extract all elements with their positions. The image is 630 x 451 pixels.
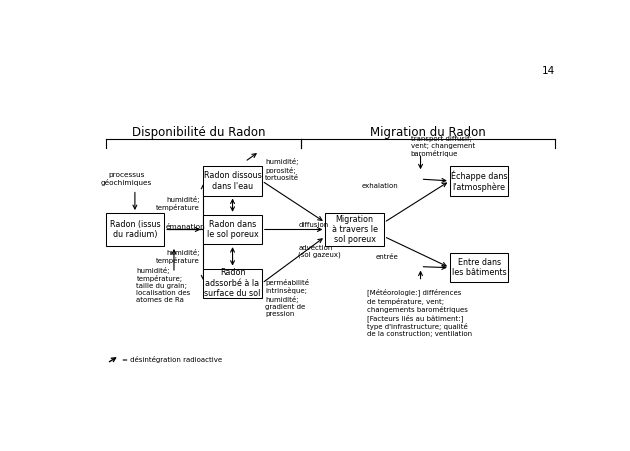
Text: perméabilité
intrinsèque;
humidité;
gradient de
pression: perméabilité intrinsèque; humidité; grad… xyxy=(265,279,309,317)
FancyBboxPatch shape xyxy=(203,166,262,196)
Text: humidité;
température;
taille du grain;
localisation des
atomes de Ra: humidité; température; taille du grain; … xyxy=(136,267,191,303)
FancyBboxPatch shape xyxy=(203,268,262,298)
Text: [Météorologie:] différences
de température, vent;
changements barométriques
[Fac: [Météorologie:] différences de températu… xyxy=(367,289,472,337)
Text: advection
(sol gazeux): advection (sol gazeux) xyxy=(299,244,341,258)
Text: émanation: émanation xyxy=(165,224,205,230)
Text: humidité;
porosité;
tortuosité: humidité; porosité; tortuosité xyxy=(265,158,299,180)
Text: processus
géochimiques: processus géochimiques xyxy=(101,172,152,186)
FancyBboxPatch shape xyxy=(450,166,508,196)
FancyBboxPatch shape xyxy=(325,213,384,246)
Text: Radon dissous
dans l'eau: Radon dissous dans l'eau xyxy=(203,171,261,191)
Text: = désintégration radioactive: = désintégration radioactive xyxy=(122,355,222,363)
Text: humidité;
température: humidité; température xyxy=(156,249,200,264)
Text: exhalation: exhalation xyxy=(362,183,399,189)
Text: Radon (issus
du radium): Radon (issus du radium) xyxy=(110,220,160,239)
Text: humidité;
température: humidité; température xyxy=(156,196,200,211)
Text: Entre dans
les bâtiments: Entre dans les bâtiments xyxy=(452,258,507,277)
Text: transport diffusif;
vent; changement
barométrique: transport diffusif; vent; changement bar… xyxy=(411,136,475,157)
Text: Radon dans
le sol poreux: Radon dans le sol poreux xyxy=(207,220,258,239)
Text: Migration du Radon: Migration du Radon xyxy=(370,126,486,139)
Text: diffusion: diffusion xyxy=(299,222,329,228)
Text: Radon
adssorbé à la
surface du sol: Radon adssorbé à la surface du sol xyxy=(204,268,261,298)
Text: Disponibilité du Radon: Disponibilité du Radon xyxy=(132,126,265,139)
FancyBboxPatch shape xyxy=(203,215,262,244)
FancyBboxPatch shape xyxy=(106,213,164,246)
Text: Migration
à travers le
sol poreux: Migration à travers le sol poreux xyxy=(331,215,377,244)
Text: 14: 14 xyxy=(542,66,555,76)
FancyBboxPatch shape xyxy=(450,253,508,282)
Text: Échappe dans
l'atmosphère: Échappe dans l'atmosphère xyxy=(451,170,507,192)
Text: entrée: entrée xyxy=(376,254,399,260)
